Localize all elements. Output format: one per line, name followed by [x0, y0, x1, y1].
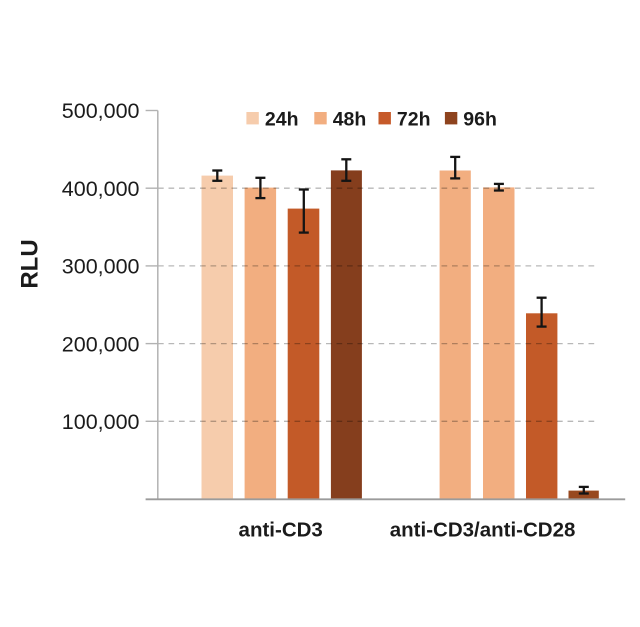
svg-text:RLU: RLU — [17, 239, 44, 288]
svg-text:200,000: 200,000 — [62, 332, 140, 356]
svg-text:100,000: 100,000 — [62, 410, 140, 434]
svg-text:72h: 72h — [397, 109, 431, 131]
svg-text:300,000: 300,000 — [62, 255, 140, 279]
svg-text:400,000: 400,000 — [62, 177, 140, 201]
svg-text:500,000: 500,000 — [62, 99, 140, 123]
svg-text:96h: 96h — [463, 109, 497, 131]
svg-text:anti-CD3/anti-CD28: anti-CD3/anti-CD28 — [390, 519, 576, 542]
svg-text:anti-CD3: anti-CD3 — [239, 519, 323, 542]
svg-text:48h: 48h — [333, 109, 367, 131]
svg-text:24h: 24h — [265, 109, 299, 131]
